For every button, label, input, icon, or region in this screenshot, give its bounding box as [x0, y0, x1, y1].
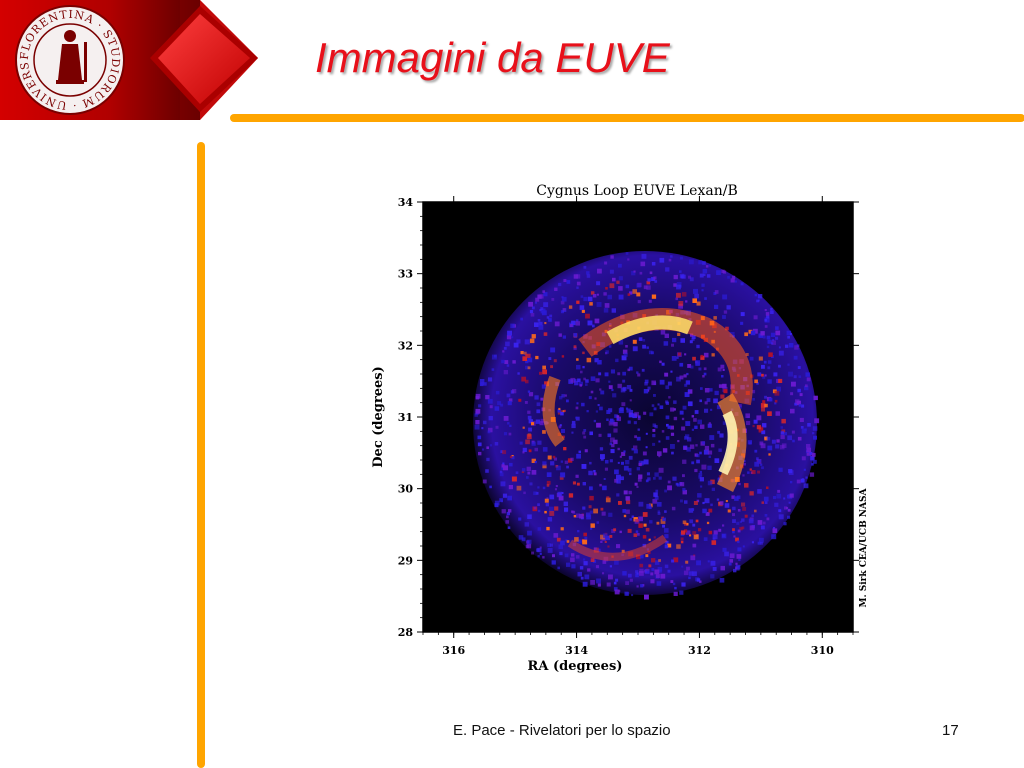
plot-area [422, 201, 854, 633]
title-underline [230, 114, 1024, 122]
figure-title: Cygnus Loop EUVE Lexan/B [536, 183, 737, 199]
remnant-disk [473, 251, 817, 595]
y-tick-label: 28 [398, 626, 414, 639]
y-tick-label: 33 [398, 268, 413, 281]
x-axis: 316 314 312 310 [422, 196, 854, 657]
page-number: 17 [942, 722, 959, 739]
university-seal: FLORENTINA · STUDIORUM · UNIVERSITAS [0, 0, 125, 115]
seal-figure-icon [56, 30, 87, 84]
red-diamond-icon [150, 6, 258, 112]
y-axis-label: Dec (degrees) [371, 366, 386, 467]
y-tick-label: 30 [398, 483, 414, 496]
cygnus-loop-figure: Cygnus Loop EUVE Lexan/B 28293031323334 … [371, 183, 869, 674]
left-vertical-rule [197, 142, 205, 768]
footer-text: E. Pace - Rivelatori per lo spazio [453, 722, 671, 739]
y-tick-label: 34 [398, 196, 414, 209]
x-axis-label: RA (degrees) [528, 659, 623, 674]
y-tick-label: 32 [398, 339, 413, 352]
x-tick-label: 310 [811, 644, 834, 657]
y-tick-label: 29 [398, 554, 413, 567]
slide-title: Immagini da EUVE [315, 34, 670, 81]
x-tick-label: 316 [442, 644, 465, 657]
y-axis: 28 29 30 31 32 33 34 [398, 196, 859, 639]
header-band: FLORENTINA · STUDIORUM · UNIVERSITAS [0, 0, 258, 120]
x-tick-label: 312 [688, 644, 711, 657]
x-tick-label: 314 [565, 644, 588, 657]
y-tick-label: 31 [398, 411, 413, 424]
image-credit: M. Sirk CEA/UCB NASA [859, 487, 869, 607]
